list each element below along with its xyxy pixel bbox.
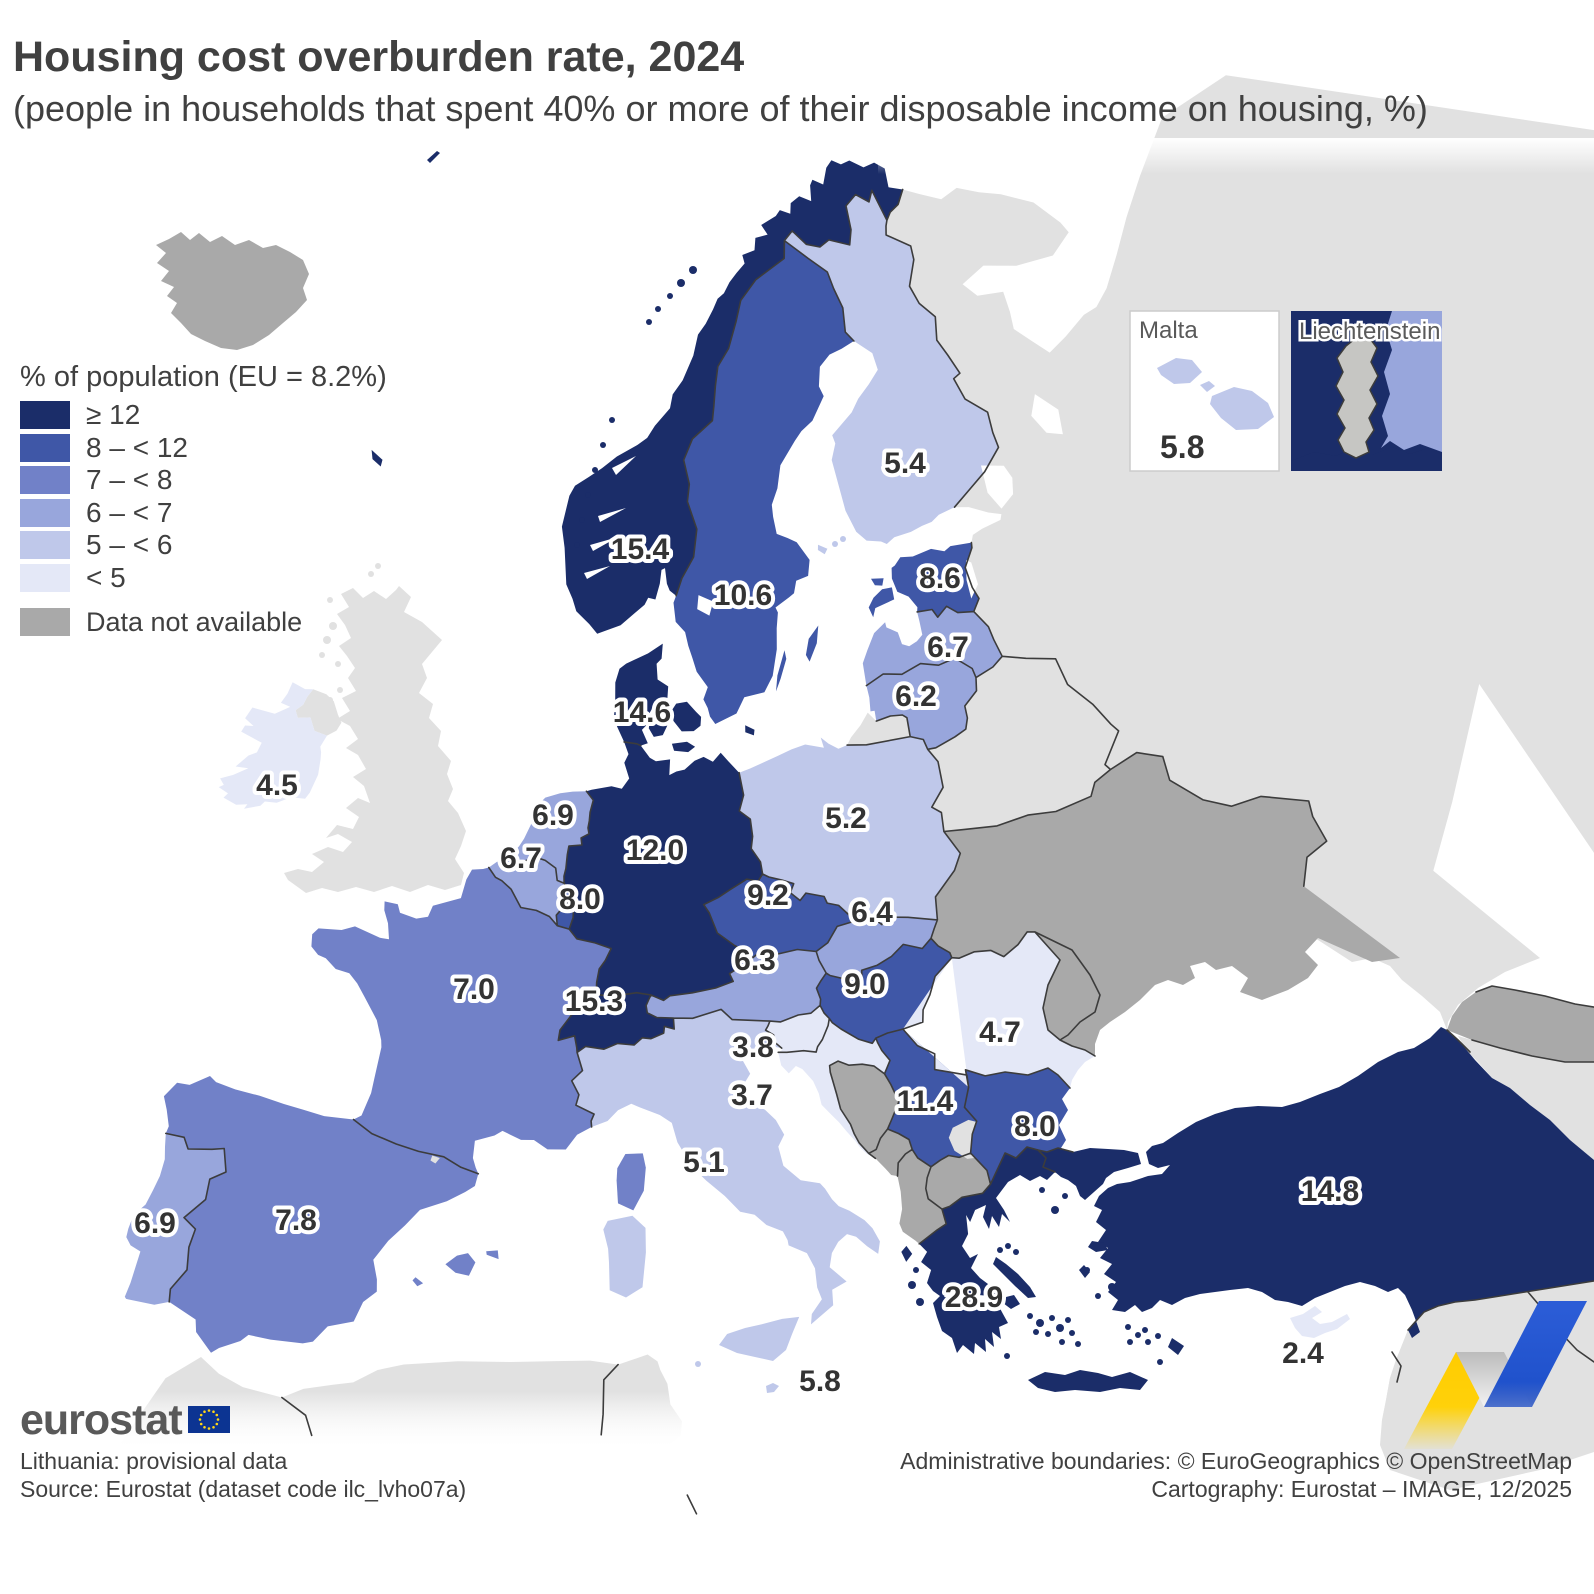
svg-text:8 – < 12: 8 – < 12 (86, 432, 188, 463)
svg-text:7 – < 8: 7 – < 8 (86, 464, 172, 495)
svg-text:5.8: 5.8 (799, 1365, 841, 1398)
svg-text:Housing cost overburden rate,: Housing cost overburden rate, 2024 (13, 33, 744, 81)
svg-text:12.0: 12.0 (626, 834, 684, 867)
svg-text:14.6: 14.6 (613, 696, 671, 729)
svg-text:3.8: 3.8 (732, 1031, 774, 1064)
svg-text:3.7: 3.7 (731, 1079, 773, 1112)
svg-text:5.2: 5.2 (825, 802, 867, 835)
svg-text:≥ 12: ≥ 12 (86, 399, 140, 430)
svg-text:9.0: 9.0 (844, 968, 886, 1001)
svg-text:7.8: 7.8 (275, 1204, 317, 1237)
svg-text:8.6: 8.6 (919, 562, 961, 595)
svg-text:Malta: Malta (1139, 317, 1198, 344)
svg-text:15.3: 15.3 (565, 985, 623, 1018)
svg-text:6.7: 6.7 (927, 631, 969, 664)
svg-text:6.7: 6.7 (500, 842, 542, 875)
svg-text:15.4: 15.4 (611, 533, 670, 566)
svg-text:Lithuania: provisional data: Lithuania: provisional data (20, 1448, 287, 1474)
svg-text:(people in households that spe: (people in households that spent 40% or … (13, 88, 1428, 129)
svg-text:8.0: 8.0 (1014, 1110, 1056, 1143)
svg-text:5 – < 6: 5 – < 6 (86, 529, 172, 560)
svg-text:5.8: 5.8 (1160, 429, 1204, 465)
svg-text:Liechtenstein: Liechtenstein (1299, 318, 1440, 345)
svg-text:9.2: 9.2 (747, 879, 789, 912)
svg-text:6.2: 6.2 (895, 680, 937, 713)
svg-text:Data not available: Data not available (86, 607, 302, 637)
svg-text:eurostat: eurostat (20, 1396, 182, 1444)
svg-text:6 – < 7: 6 – < 7 (86, 497, 172, 528)
svg-text:6.9: 6.9 (134, 1207, 176, 1240)
svg-text:6.3: 6.3 (734, 944, 776, 977)
svg-text:8.0: 8.0 (559, 883, 601, 916)
svg-text:4.5: 4.5 (256, 769, 298, 802)
svg-text:% of population (EU = 8.2%): % of population (EU = 8.2%) (20, 361, 387, 393)
svg-text:Cartography: Eurostat – IMAGE,: Cartography: Eurostat – IMAGE, 12/2025 (1151, 1476, 1572, 1502)
svg-text:6.9: 6.9 (532, 799, 574, 832)
svg-text:Source: Eurostat (dataset code: Source: Eurostat (dataset code ilc_lvho0… (20, 1476, 466, 1502)
svg-text:11.4: 11.4 (897, 1085, 954, 1118)
svg-text:10.6: 10.6 (714, 579, 772, 612)
svg-text:5.1: 5.1 (683, 1146, 725, 1179)
svg-text:2.4: 2.4 (1282, 1337, 1324, 1370)
svg-text:5.4: 5.4 (884, 447, 926, 480)
svg-text:< 5: < 5 (86, 562, 126, 593)
svg-text:28.9: 28.9 (945, 1281, 1003, 1314)
svg-text:14.8: 14.8 (1301, 1175, 1359, 1208)
svg-text:Administrative boundaries: © E: Administrative boundaries: © EuroGeograp… (900, 1448, 1572, 1474)
svg-text:6.4: 6.4 (851, 896, 893, 929)
svg-text:4.7: 4.7 (979, 1016, 1021, 1049)
svg-text:7.0: 7.0 (453, 973, 495, 1006)
